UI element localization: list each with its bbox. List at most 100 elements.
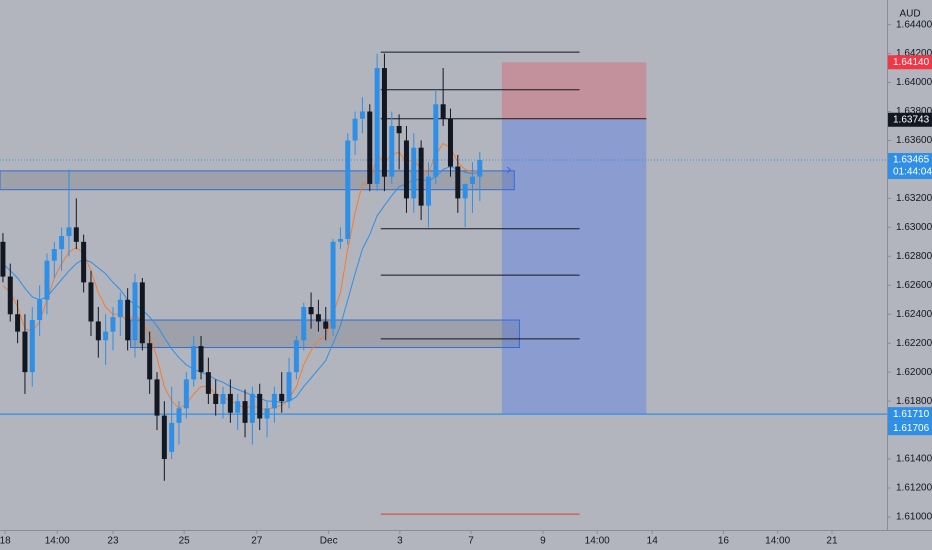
candle-body (389, 125, 395, 177)
candle-body (154, 379, 160, 416)
candle-body (411, 147, 417, 199)
candle-body (455, 166, 461, 199)
price-label-box (888, 153, 932, 180)
candle-body (257, 393, 263, 419)
candle-body (345, 140, 351, 239)
candle-body (183, 379, 189, 409)
candle-body (44, 260, 50, 300)
x-tick-label: 3 (397, 536, 403, 547)
currency-label: AUD (899, 9, 920, 20)
y-tick-label: 1.62800 (896, 251, 932, 262)
candle-body (205, 372, 211, 394)
countdown-label: 01:44:04 (893, 167, 932, 178)
y-tick-label: 1.63800 (896, 106, 932, 117)
price-label-box (888, 407, 932, 422)
candle-body (95, 321, 101, 341)
y-tick-label: 1.64200 (896, 48, 932, 59)
candle-body (117, 299, 123, 318)
candle-body (374, 68, 380, 184)
x-tick-label: 18 (0, 536, 11, 547)
candle-body (7, 276, 13, 315)
candle-body (191, 346, 197, 380)
y-tick-label: 1.63000 (896, 222, 932, 233)
candle-body (315, 314, 321, 322)
candle-body (125, 299, 131, 341)
candle-body (22, 331, 28, 373)
candle-body (220, 393, 226, 405)
candle-body (477, 160, 483, 177)
candle-body (381, 68, 387, 177)
candle-body (403, 140, 409, 199)
zone (130, 319, 520, 349)
candle-body (352, 118, 358, 141)
price-label: 1.64140 (893, 57, 930, 68)
candle-body (73, 227, 79, 242)
candle-body (308, 306, 314, 315)
candle-body (81, 241, 87, 283)
candle-body (227, 393, 233, 413)
candle-body (29, 320, 35, 373)
y-tick-label: 1.61400 (896, 454, 932, 465)
candle-body (242, 401, 248, 423)
candle-body (213, 393, 219, 405)
candle-body (418, 147, 424, 206)
x-tick-label: Dec (320, 536, 338, 547)
x-tick-label: 14:00 (585, 536, 610, 547)
candle-body (110, 317, 116, 332)
candle-body (169, 422, 175, 452)
candle-body (249, 393, 255, 423)
candle-body (103, 331, 109, 341)
price-label: 1.61706 (893, 423, 930, 434)
candle-body (88, 282, 94, 322)
candle-body (264, 408, 270, 419)
candle-body (271, 393, 277, 409)
price-label-box (888, 112, 932, 127)
candle-body (59, 236, 65, 250)
candle-body (15, 314, 21, 332)
candle-body (279, 393, 285, 402)
x-tick-label: 14 (647, 536, 659, 547)
candle-body (337, 238, 343, 242)
x-tick-label: 21 (826, 536, 838, 547)
candle-body (139, 282, 145, 344)
y-tick-label: 1.61000 (896, 512, 932, 523)
candle-body (198, 346, 204, 373)
candle-body (161, 415, 167, 460)
x-tick-label: 27 (251, 536, 263, 547)
price-label-box (888, 55, 932, 70)
candle-body (176, 408, 182, 423)
candle-body (66, 227, 72, 237)
stop-zone (501, 62, 647, 120)
candle-body (301, 306, 307, 341)
x-tick-label: 25 (179, 536, 191, 547)
price-label-box (888, 421, 932, 436)
x-tick-label: 14:00 (765, 536, 790, 547)
candle-body (235, 401, 241, 413)
candle-body (132, 282, 138, 341)
candle-body (37, 299, 43, 321)
candle-body (359, 111, 365, 119)
currency-box (897, 6, 923, 20)
y-tick-label: 1.63600 (896, 135, 932, 146)
y-tick-label: 1.64000 (896, 77, 932, 88)
candle-body (286, 372, 292, 402)
candle-body (447, 118, 453, 167)
plot-area (0, 51, 887, 515)
candle-body (330, 241, 336, 329)
candle-body (396, 125, 402, 134)
price-label: 1.63465 (893, 155, 930, 166)
y-tick-label: 1.61800 (896, 396, 932, 407)
price-label: 1.63743 (893, 114, 930, 125)
x-tick-label: 9 (540, 536, 546, 547)
y-tick-label: 1.64400 (896, 19, 932, 30)
zone-arrow (506, 166, 512, 174)
candle-body (462, 183, 468, 199)
candle-body (367, 111, 373, 184)
x-tick-label: 7 (468, 536, 474, 547)
y-tick-label: 1.61200 (896, 483, 932, 494)
target-zone (501, 119, 647, 415)
candle-body (469, 176, 475, 184)
x-tick-label: 14:00 (45, 536, 70, 547)
